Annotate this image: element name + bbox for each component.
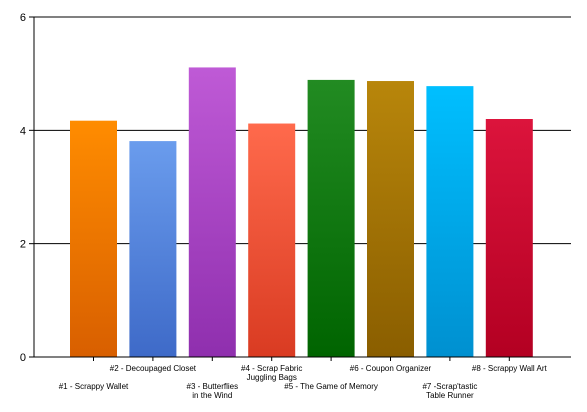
x-tick-label: #2 - Decoupaged Closet bbox=[110, 364, 197, 373]
bar bbox=[129, 141, 177, 357]
x-tick-label: #8 - Scrappy Wall Art bbox=[472, 364, 548, 373]
bar bbox=[188, 67, 236, 357]
y-tick-label: 2 bbox=[20, 239, 26, 251]
bar bbox=[485, 119, 533, 357]
x-tick-label: #1 - Scrappy Wallet bbox=[59, 382, 129, 391]
bar bbox=[70, 120, 117, 357]
bar bbox=[248, 123, 296, 358]
gridlines bbox=[34, 16, 571, 245]
x-tick-label: #7 -Scrap'tastic Table Runner bbox=[422, 382, 477, 400]
y-tick-labels: 0 2 4 6 bbox=[20, 12, 26, 364]
bar bbox=[426, 86, 474, 357]
bar bbox=[367, 81, 414, 358]
x-tick-label: #6 - Coupon Organizer bbox=[350, 364, 432, 373]
y-tick-label: 0 bbox=[20, 352, 26, 364]
y-tick-label: 4 bbox=[20, 125, 26, 137]
bar bbox=[307, 79, 355, 358]
bars bbox=[70, 67, 533, 358]
y-tick-label: 6 bbox=[20, 12, 26, 24]
x-tick-label: #5 - The Game of Memory bbox=[284, 382, 378, 391]
x-tick-label: #4 - Scrap Fabric Juggling Bags bbox=[241, 364, 302, 382]
x-tick-labels: #1 - Scrappy Wallet #2 - Decoupaged Close… bbox=[59, 364, 548, 400]
x-tick-label: #3 - Butterflies in the Wind bbox=[187, 382, 239, 400]
axes bbox=[29, 16, 571, 361]
